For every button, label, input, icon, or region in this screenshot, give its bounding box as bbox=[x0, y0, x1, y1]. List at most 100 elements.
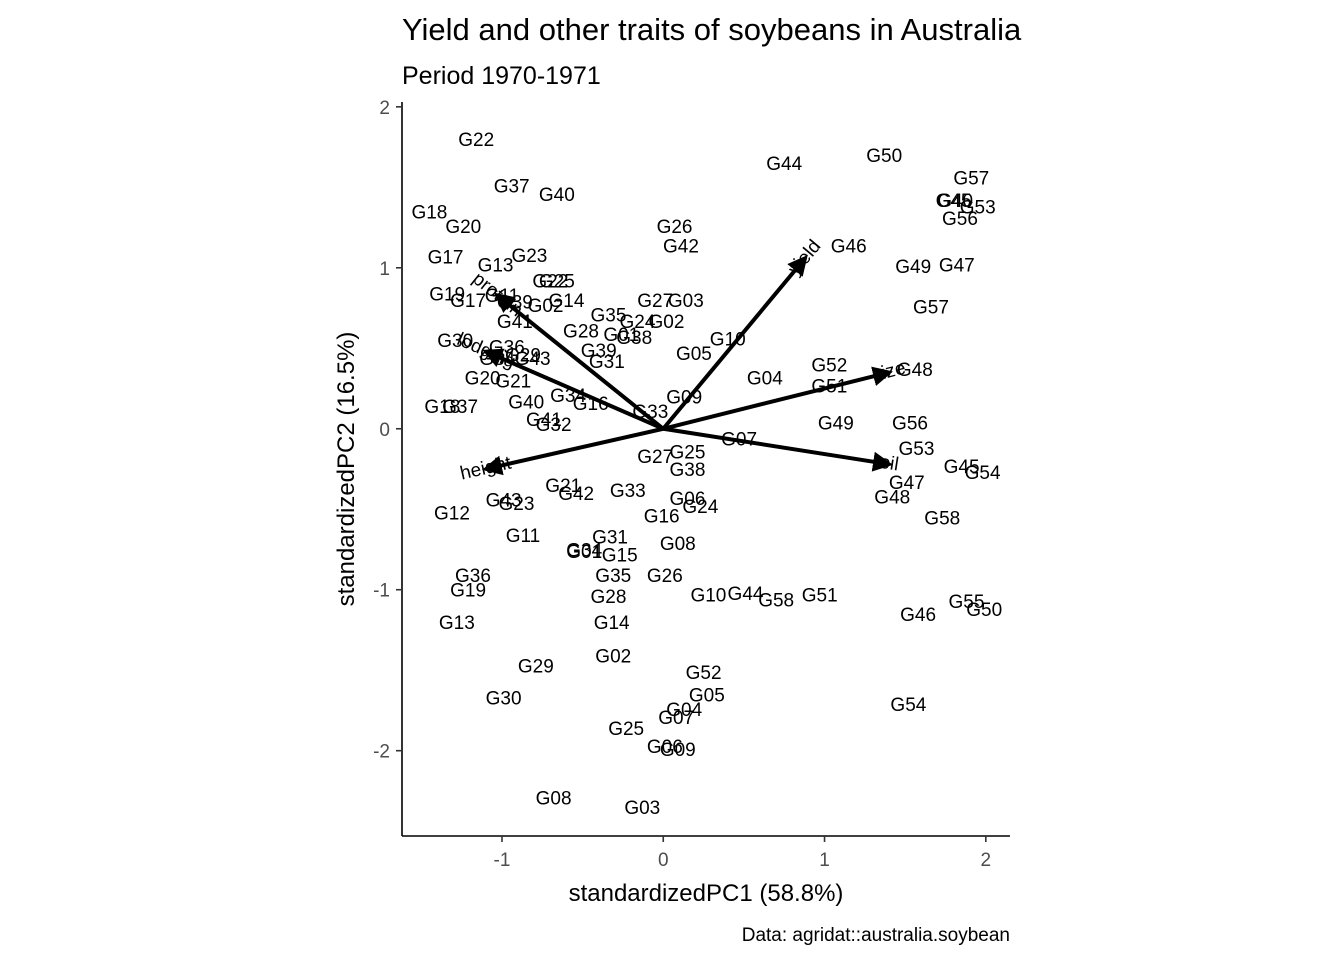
x-tick-label: 2 bbox=[981, 850, 992, 871]
genotype-point-label: G40 bbox=[539, 185, 575, 206]
genotype-point-label: G09 bbox=[660, 740, 696, 761]
genotype-point-label: G20 bbox=[465, 368, 501, 389]
loading-arrows bbox=[481, 255, 893, 476]
genotype-point-label: G13 bbox=[439, 613, 475, 634]
genotype-point-label: G29 bbox=[505, 346, 541, 367]
loading-arrow-yield bbox=[661, 255, 808, 431]
genotype-point-label: G17 bbox=[450, 291, 486, 312]
genotype-point-label: G16 bbox=[573, 394, 609, 415]
genotype-point-label: G26 bbox=[657, 217, 693, 238]
chart-subtitle: Period 1970-1971 bbox=[402, 62, 601, 90]
genotype-point-label: G56 bbox=[892, 413, 928, 434]
genotype-point-label: G27 bbox=[637, 447, 673, 468]
genotype-point-label: G49 bbox=[895, 257, 931, 278]
genotype-point-label: G40 bbox=[508, 392, 544, 413]
genotype-point-label: G26 bbox=[647, 566, 683, 587]
genotype-point-label: G07 bbox=[721, 429, 757, 450]
loading-arrow-protein bbox=[494, 292, 665, 431]
genotype-point-label: G01 bbox=[566, 542, 602, 563]
genotype-point-label: G48 bbox=[897, 360, 933, 381]
genotype-point-label: G08 bbox=[660, 534, 696, 555]
loading-arrow-height bbox=[481, 426, 664, 476]
genotype-point-label: G41 bbox=[497, 312, 533, 333]
genotype-point-label: G36 bbox=[455, 566, 491, 587]
genotype-point-label: G19 bbox=[450, 581, 486, 602]
genotype-point-label: G54 bbox=[965, 463, 1001, 484]
genotype-point-label: G29 bbox=[518, 656, 554, 677]
x-tick-label: 0 bbox=[658, 850, 669, 871]
genotype-point-label: G22 bbox=[458, 130, 494, 151]
genotype-point-label: G42 bbox=[663, 236, 699, 257]
trait-label-height: height bbox=[458, 452, 514, 484]
chart-caption: Data: agridat::australia.soybean bbox=[742, 925, 1010, 946]
genotype-point-label: G50 bbox=[866, 146, 902, 167]
genotype-point-label: G08 bbox=[536, 788, 572, 809]
trait-label-size: size bbox=[870, 358, 908, 387]
genotype-point-label: G27 bbox=[637, 291, 673, 312]
genotype-point-label: G18 bbox=[424, 397, 460, 418]
genotype-point-label: G31 bbox=[589, 352, 625, 373]
x-axis-title: standardizedPC1 (58.8%) bbox=[569, 880, 844, 907]
loading-arrow-size bbox=[662, 366, 893, 431]
genotype-point-label: G45 bbox=[936, 191, 972, 212]
genotype-point-label: G33 bbox=[610, 481, 646, 502]
genotype-point-label: G01 bbox=[603, 325, 639, 346]
genotype-point-label: G16 bbox=[644, 507, 680, 528]
genotype-point-label: G52 bbox=[811, 355, 847, 376]
genotype-point-label: G02 bbox=[649, 312, 685, 333]
genotype-point-label: G21 bbox=[545, 476, 581, 497]
genotype-point-label: G22 bbox=[532, 272, 568, 293]
genotype-point-label: G44 bbox=[766, 154, 802, 175]
genotype-point-label: G11 bbox=[506, 526, 541, 547]
y-tick-label: 0 bbox=[379, 420, 390, 441]
genotype-point-label: G36 bbox=[489, 338, 525, 359]
y-tick-label: -2 bbox=[373, 742, 390, 763]
genotype-point-label: G04 bbox=[747, 368, 783, 389]
genotype-point-label: G58 bbox=[924, 508, 960, 529]
genotype-point-label: G38 bbox=[669, 460, 705, 481]
genotype-point-label: G06 bbox=[669, 489, 705, 510]
genotype-point-label: G20 bbox=[445, 217, 481, 238]
x-tick-label: 1 bbox=[819, 850, 830, 871]
genotype-point-label: G03 bbox=[668, 291, 704, 312]
genotype-point-label: G23 bbox=[511, 246, 547, 267]
genotype-point-label: G51 bbox=[811, 376, 847, 397]
genotype-point-label: G03 bbox=[624, 798, 660, 819]
genotype-point-label: G47 bbox=[939, 256, 975, 277]
genotype-point-label: G10 bbox=[710, 330, 746, 351]
genotype-point-label: G42 bbox=[558, 484, 594, 505]
genotype-point-label: G25 bbox=[608, 719, 644, 740]
genotype-point-label: G05 bbox=[689, 685, 725, 706]
genotype-point-label: G31 bbox=[592, 528, 628, 549]
genotype-point-label: G34 bbox=[479, 349, 515, 370]
genotype-point-label: G15 bbox=[602, 545, 638, 566]
genotype-point-label: G32 bbox=[536, 415, 572, 436]
genotype-point-label: G10 bbox=[690, 586, 726, 607]
genotype-point-label: G02 bbox=[595, 647, 631, 668]
genotype-point-label: G04 bbox=[666, 700, 702, 721]
genotype-point-label: G17 bbox=[428, 248, 464, 269]
genotype-point-label: G39 bbox=[581, 341, 617, 362]
genotype-point-label: G18 bbox=[411, 202, 447, 223]
genotype-point-label: G44 bbox=[728, 584, 764, 605]
genotype-point-label: G45 bbox=[944, 457, 980, 478]
genotype-point-label: G55 bbox=[948, 592, 984, 613]
genotype-point-label: G57 bbox=[953, 169, 989, 190]
genotype-point-label: G54 bbox=[890, 695, 926, 716]
genotype-point-label: G06 bbox=[647, 737, 683, 758]
genotype-point-label: G05 bbox=[676, 344, 712, 365]
genotype-point-label: G25 bbox=[669, 442, 705, 463]
genotype-point-label: G52 bbox=[686, 663, 722, 684]
genotype-point-label: G35 bbox=[595, 566, 631, 587]
genotype-point-label: G14 bbox=[549, 291, 585, 312]
genotype-point-label: G02 bbox=[528, 296, 564, 317]
genotype-point-label: G30 bbox=[437, 331, 473, 352]
axes bbox=[401, 102, 1010, 837]
trait-label-oil: oil bbox=[878, 452, 900, 476]
genotype-point-label: G07 bbox=[658, 708, 694, 729]
genotype-point-label: G30 bbox=[486, 689, 522, 710]
genotype-point-label: G12 bbox=[434, 503, 470, 524]
y-tick-label: -1 bbox=[373, 581, 390, 602]
